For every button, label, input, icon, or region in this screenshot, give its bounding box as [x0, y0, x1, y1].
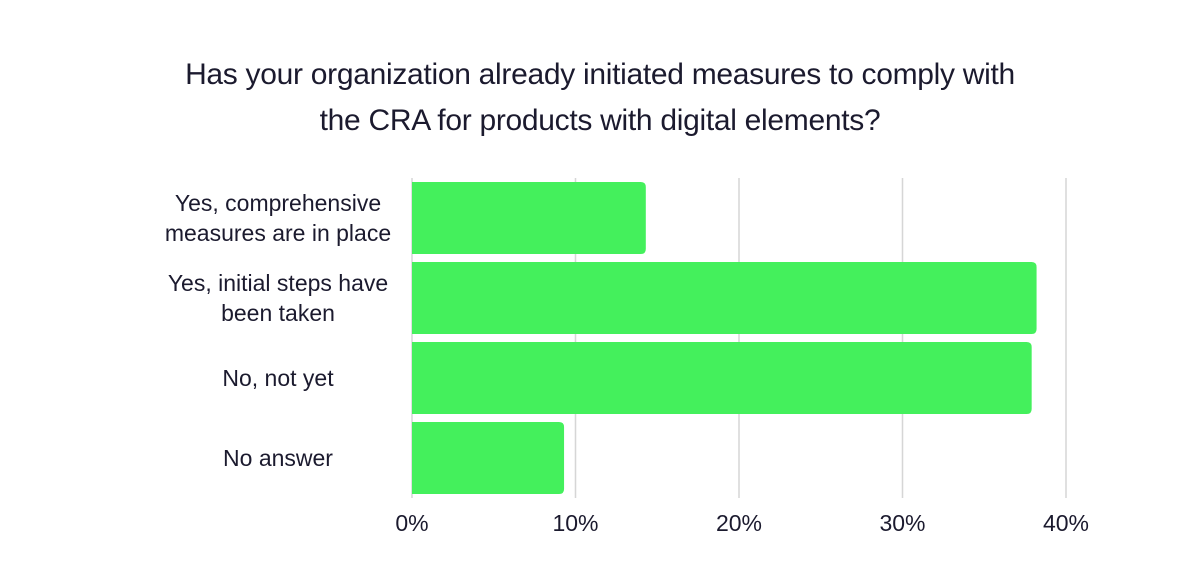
category-label-line: Yes, comprehensive [175, 190, 381, 216]
category-label: Yes, comprehensive measures are in place [165, 190, 391, 246]
x-tick-label: 20% [716, 510, 762, 536]
category-label-line: measures are in place [165, 220, 391, 246]
bar-layer [412, 182, 1037, 494]
category-label-line: No, not yet [222, 365, 334, 391]
category-label-line: No answer [223, 445, 333, 471]
bar [412, 342, 1032, 414]
bar [412, 182, 646, 254]
x-axis-tick-labels: 0% 10% 20% 30% 40% [395, 510, 1089, 536]
bar [412, 422, 565, 494]
bar [412, 262, 1037, 334]
x-tick-label: 0% [395, 510, 428, 536]
category-label-line: Yes, initial steps have [168, 270, 388, 296]
x-tick-label: 40% [1043, 510, 1089, 536]
category-label: Yes, initial steps have been taken [168, 270, 388, 326]
category-label-line: been taken [221, 300, 335, 326]
category-label: No answer [223, 445, 333, 471]
category-labels: Yes, comprehensive measures are in placeY… [165, 190, 391, 471]
chart-title: Has your organization already initiated … [185, 58, 1015, 137]
x-tick-label: 10% [552, 510, 598, 536]
category-label: No, not yet [222, 365, 334, 391]
x-tick-label: 30% [879, 510, 925, 536]
